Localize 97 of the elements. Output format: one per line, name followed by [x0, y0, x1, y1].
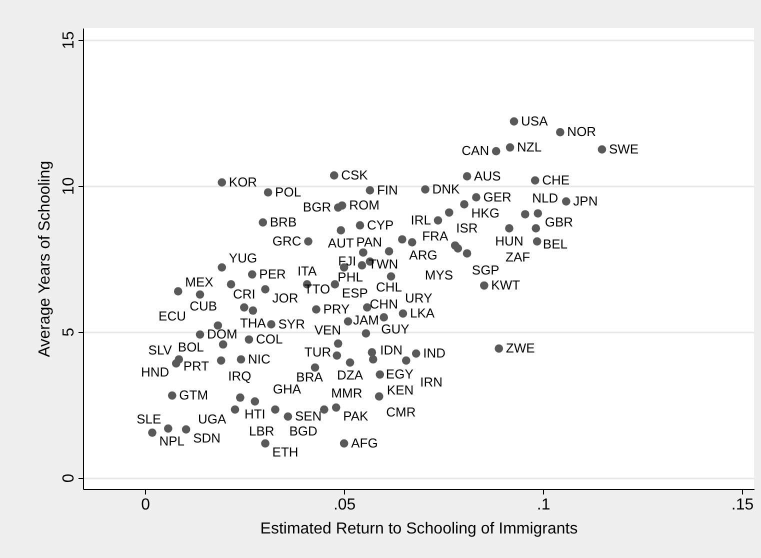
annotation: USA [521, 113, 548, 128]
annotation: AUT [328, 235, 354, 250]
annotation: ESP [342, 285, 368, 300]
annotation: BOL [178, 340, 204, 355]
annotation: CSK [341, 167, 368, 182]
annotation: CHN [370, 296, 398, 312]
x-tick-label: .15 [731, 496, 754, 514]
annotation: ARG [409, 247, 438, 262]
annotation: LBR [249, 424, 274, 439]
annotation: CHE [542, 172, 570, 188]
annotation: ROM [349, 198, 380, 213]
annotation: POL [275, 184, 302, 200]
annotation: NIC [248, 351, 270, 366]
annotation: URY [405, 290, 433, 306]
annotation: EGY [386, 366, 414, 382]
annotation: COL [256, 332, 283, 347]
annotation: LKA [410, 306, 435, 321]
x-axis-title: Estimated Return to Schooling of Immigrants [260, 520, 578, 538]
x-tick-label: .05 [333, 496, 356, 514]
annotation: JPN [573, 193, 598, 208]
annotation: SLV [148, 342, 172, 358]
annotation: SEN [294, 408, 322, 424]
annotation: UGA [198, 412, 227, 427]
annotation: MYS [424, 267, 454, 282]
annotation: SDN [193, 430, 221, 446]
annotation: JOR [272, 290, 298, 306]
annotation: HKG [471, 205, 500, 220]
annotation: IND [423, 346, 446, 361]
annotation: IRL [410, 212, 431, 228]
y-axis-title: Average Years of Schooling [36, 160, 54, 358]
annotation: CAN [462, 143, 490, 158]
annotation: BGR [302, 200, 332, 215]
annotation: DNK [432, 181, 460, 196]
annotation: FJI [338, 254, 356, 269]
annotation: NPL [159, 434, 185, 449]
annotation: TTO [304, 281, 330, 296]
annotation: PRT [183, 358, 210, 374]
y-tick-label: 15 [60, 31, 78, 50]
annotation: IDN [380, 342, 403, 358]
annotation: ETH [272, 444, 298, 460]
annotation: GER [483, 189, 512, 204]
annotation: SYR [278, 316, 305, 332]
annotation: HUN [495, 233, 524, 248]
annotation: PRY [323, 301, 350, 316]
annotation: THA [240, 316, 266, 331]
annotation: CYP [366, 217, 394, 232]
annotation: AUS [474, 168, 502, 184]
annotation: ZWE [506, 340, 536, 356]
annotation: FRA [422, 228, 448, 244]
annotation: HTI [244, 406, 266, 422]
annotation: JAM [352, 312, 379, 328]
annotation: FIN [376, 182, 398, 198]
annotation: PAK [343, 408, 368, 424]
annotation: GBR [544, 214, 574, 230]
annotation: BGD [289, 424, 318, 439]
annotation: IRQ [228, 368, 252, 384]
annotation: NLD [532, 190, 558, 206]
annotation: AFG [351, 435, 378, 450]
annotation: DOM [207, 326, 238, 342]
annotation: TWN [368, 256, 398, 272]
annotation: ZAF [506, 249, 530, 264]
annotation: CHL [376, 279, 402, 294]
annotation: MMR [331, 386, 362, 401]
annotation: SLE [136, 412, 162, 427]
annotation: GTM [179, 388, 208, 403]
annotation: KEN [386, 382, 414, 398]
annotation: BEL [542, 236, 568, 252]
annotation: BRB [270, 214, 297, 230]
annotation: HND [140, 364, 170, 380]
annotation: SWE [608, 141, 639, 156]
annotation: GUY [381, 321, 410, 336]
annotation: DZA [337, 368, 364, 383]
annotation: SGP [472, 262, 500, 278]
annotation: KOR [228, 174, 258, 190]
y-tick-label: 0 [60, 474, 78, 483]
annotation: YUG [228, 250, 258, 266]
annotation: CRI [232, 286, 256, 302]
y-tick-label: 5 [60, 328, 78, 337]
annotation: ISR [456, 220, 478, 236]
annotation: TUR [304, 344, 332, 360]
annotation: NZL [517, 139, 542, 154]
annotation: ECU [158, 308, 186, 324]
annotation: GRC [272, 233, 302, 248]
annotation: IRN [420, 374, 443, 390]
annotation: PHL [338, 270, 363, 285]
y-tick-label: 10 [60, 177, 78, 196]
x-tick-label: 0 [141, 496, 150, 514]
annotation: CMR [386, 404, 416, 420]
annotation: VEN [314, 322, 342, 338]
annotation: ITA [297, 263, 318, 278]
annotation: CUB [190, 298, 218, 314]
annotation: PER [259, 266, 286, 282]
annotation: PAN [356, 234, 382, 250]
annotation: KWT [491, 278, 520, 293]
annotation: MEX [185, 274, 214, 290]
annotation: NOR [567, 124, 596, 140]
x-tick-label: .1 [536, 496, 550, 514]
